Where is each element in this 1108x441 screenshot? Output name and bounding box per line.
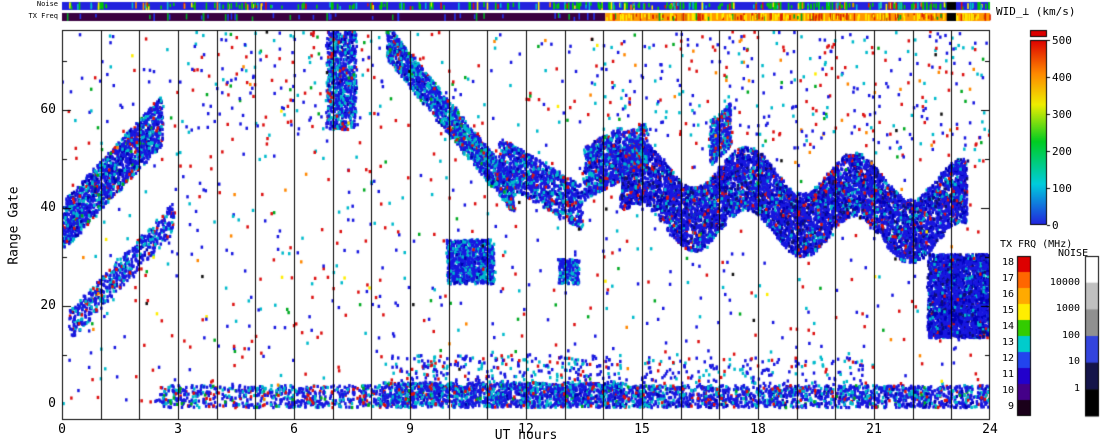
wid-tick-300: 300 [1052,108,1072,121]
txfrq-tick-13: 13 [1001,337,1014,348]
x-tick-24: 24 [982,422,998,437]
noise-tick-10: 10 [1067,356,1080,367]
x-axis-title: UT hours [494,428,558,441]
txfrq-tick-16: 16 [1001,289,1014,300]
y-tick-0: 0 [48,396,56,411]
x-tick-9: 9 [406,422,414,437]
noise-tick-1000: 1000 [1055,303,1080,314]
txfrq-tick-10: 10 [1001,385,1014,396]
txfrq-tick-15: 15 [1001,305,1014,316]
txfrq-tick-11: 11 [1001,369,1014,380]
wid-tick-100: 100 [1052,182,1072,195]
wid-tick-0: 0 [1052,219,1059,232]
wid-tick-400: 400 [1052,71,1072,84]
y-tick-40: 40 [40,200,56,215]
x-tick-6: 6 [290,422,298,437]
txfrq-tick-17: 17 [1001,273,1014,284]
noise-colorbar-title: NOISE [1058,248,1089,259]
txfrq-tick-9: 9 [1007,401,1014,412]
x-tick-21: 21 [866,422,882,437]
x-tick-3: 3 [174,422,182,437]
noise-tick-1: 1 [1073,383,1080,394]
txfrq-tick-14: 14 [1001,321,1014,332]
y-axis-title: Range Gate [6,186,22,265]
y-tick-20: 20 [40,298,56,313]
txfrq-tick-18: 18 [1001,257,1014,268]
noise-strip-label: Noise [36,0,58,8]
wid-colorbar-title: WID_⊥ (km/s) [996,5,1076,18]
x-tick-0: 0 [58,422,66,437]
wid-tick-500: 500 [1052,34,1072,47]
noise-tick-10000: 10000 [1049,277,1080,288]
x-tick-12: 12 [518,422,534,437]
noise-tick-100: 100 [1061,330,1080,341]
x-tick-18: 18 [750,422,766,437]
txfreq-strip-label: TX Freq [28,12,58,20]
x-tick-15: 15 [634,422,650,437]
txfrq-tick-12: 12 [1001,353,1014,364]
txfrq-colorbar-title: TX FRQ (MHz) [1000,239,1073,250]
wid-tick-200: 200 [1052,145,1072,158]
y-tick-60: 60 [40,102,56,117]
